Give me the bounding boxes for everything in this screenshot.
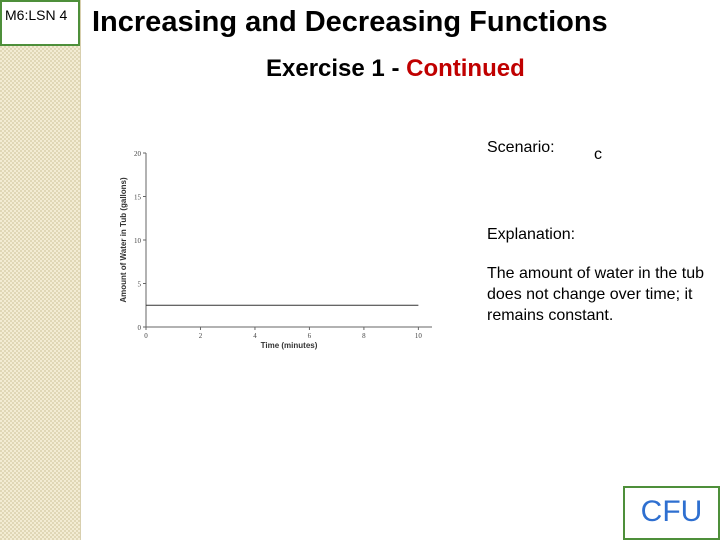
x-ticks: 0 2 4 6 8 10 [144,327,422,340]
page-subtitle: Exercise 1 - Continued [266,55,525,83]
page-title: Increasing and Decreasing Functions [92,6,608,38]
x-tick-label: 0 [144,332,148,340]
y-ticks: 0 5 10 15 20 [134,150,146,332]
y-tick-label: 20 [134,150,142,158]
water-chart: 0 5 10 15 20 0 2 4 6 8 10 Time (minutes) Amount o… [112,145,442,360]
subtitle-prefix: Exercise 1 - [266,55,407,82]
x-axis-label: Time (minutes) [261,341,318,350]
x-tick-label: 8 [362,332,366,340]
y-tick-label: 10 [134,237,142,245]
y-tick-label: 0 [138,324,142,332]
lesson-badge: M6:LSN 4 [0,0,80,46]
y-tick-label: 15 [134,194,142,202]
subtitle-highlight: Continued [406,55,525,82]
y-tick-label: 5 [138,281,142,289]
x-tick-label: 6 [308,332,312,340]
explanation-text: The amount of water in the tub does not … [487,265,705,324]
x-tick-label: 2 [199,332,203,340]
x-tick-label: 4 [253,332,257,340]
scenario-label: Scenario: [487,139,555,156]
chart-svg: 0 5 10 15 20 0 2 4 6 8 10 Time (minutes) Amount o… [119,150,432,350]
x-tick-label: 10 [415,332,423,340]
decorative-side-strip [0,0,81,540]
y-axis-label: Amount of Water in Tub (gallons) [119,177,128,303]
explanation-label: Explanation: [487,226,576,243]
scenario-value: c [594,146,602,163]
cfu-button[interactable]: CFU [623,486,720,540]
